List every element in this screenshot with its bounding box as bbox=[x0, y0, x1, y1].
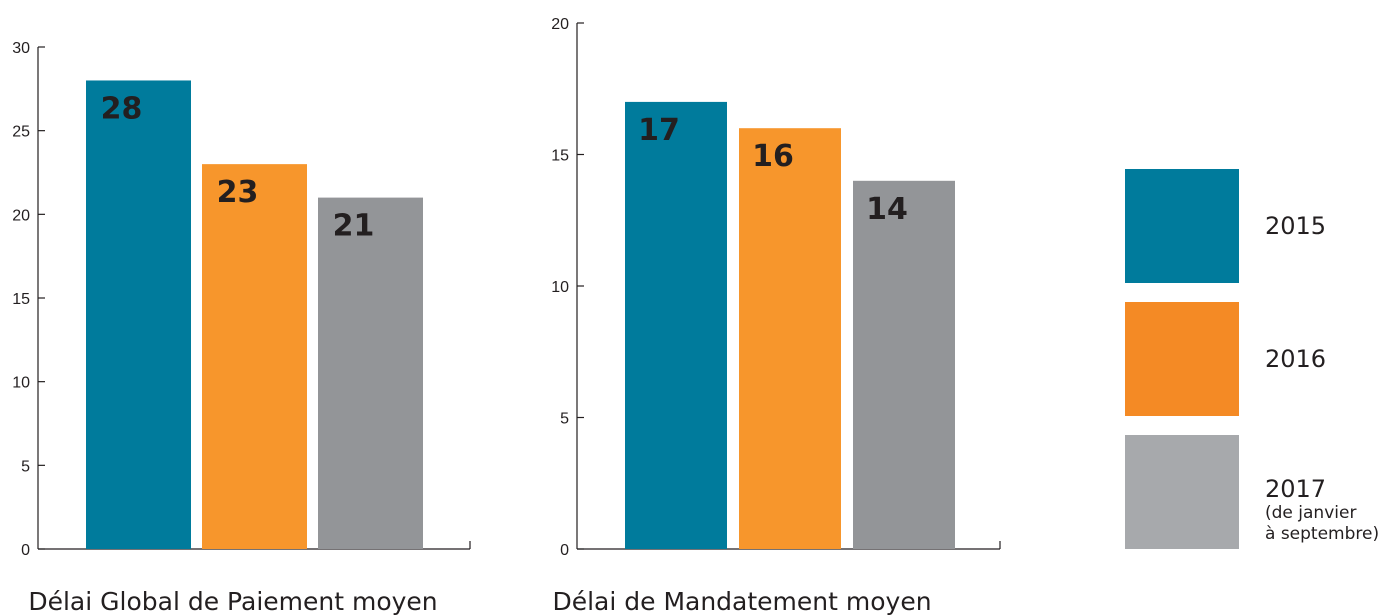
legend-swatch-2016 bbox=[1125, 302, 1239, 416]
y-tick-label: 15 bbox=[12, 291, 30, 308]
bar-2017 bbox=[318, 197, 423, 549]
legend-sublabel: (de janvier bbox=[1265, 503, 1356, 523]
y-tick-label: 10 bbox=[551, 279, 569, 296]
y-tick-label: 15 bbox=[551, 148, 569, 165]
legend-sublabel: à septembre) bbox=[1265, 524, 1379, 544]
y-tick-label: 5 bbox=[560, 411, 569, 428]
bar-2016 bbox=[739, 128, 841, 549]
bar-value-label: 21 bbox=[333, 209, 375, 244]
legend-label: 2017 bbox=[1265, 475, 1326, 503]
chart-title: Délai de Mandatement moyen bbox=[552, 587, 931, 616]
y-tick-label: 10 bbox=[12, 375, 30, 392]
bar-2016 bbox=[202, 164, 307, 549]
legend-swatch-2017 bbox=[1125, 435, 1239, 549]
bar-2015 bbox=[625, 101, 727, 550]
chart-delai-global: 0 5 10 15 20 25 30 28 23 21 Délai Global de Paieme… bbox=[12, 40, 471, 616]
bar-value-label: 17 bbox=[638, 113, 680, 148]
bar-value-label: 23 bbox=[217, 175, 259, 210]
bar-value-label: 14 bbox=[866, 192, 908, 227]
y-tick-label: 25 bbox=[12, 124, 30, 141]
bar-value-label: 28 bbox=[101, 91, 143, 126]
legend-swatch-2015 bbox=[1125, 169, 1239, 283]
y-tick-label: 0 bbox=[21, 542, 30, 559]
legend-label: 2016 bbox=[1265, 345, 1326, 373]
y-tick-label: 5 bbox=[21, 458, 30, 475]
bar-2015 bbox=[86, 80, 191, 549]
bar-2017 bbox=[853, 180, 955, 550]
y-tick-label: 30 bbox=[12, 40, 30, 57]
chart-title: Délai Global de Paiement moyen bbox=[28, 587, 437, 616]
y-tick-label: 20 bbox=[551, 16, 569, 33]
chart-delai-mandatement: 0 5 10 15 20 17 16 14 Délai de Mandatement moyen bbox=[551, 16, 1001, 616]
legend-label: 2015 bbox=[1265, 212, 1326, 240]
y-tick-label: 20 bbox=[12, 207, 30, 224]
y-tick-label: 0 bbox=[560, 542, 569, 559]
bar-value-label: 16 bbox=[752, 139, 794, 174]
